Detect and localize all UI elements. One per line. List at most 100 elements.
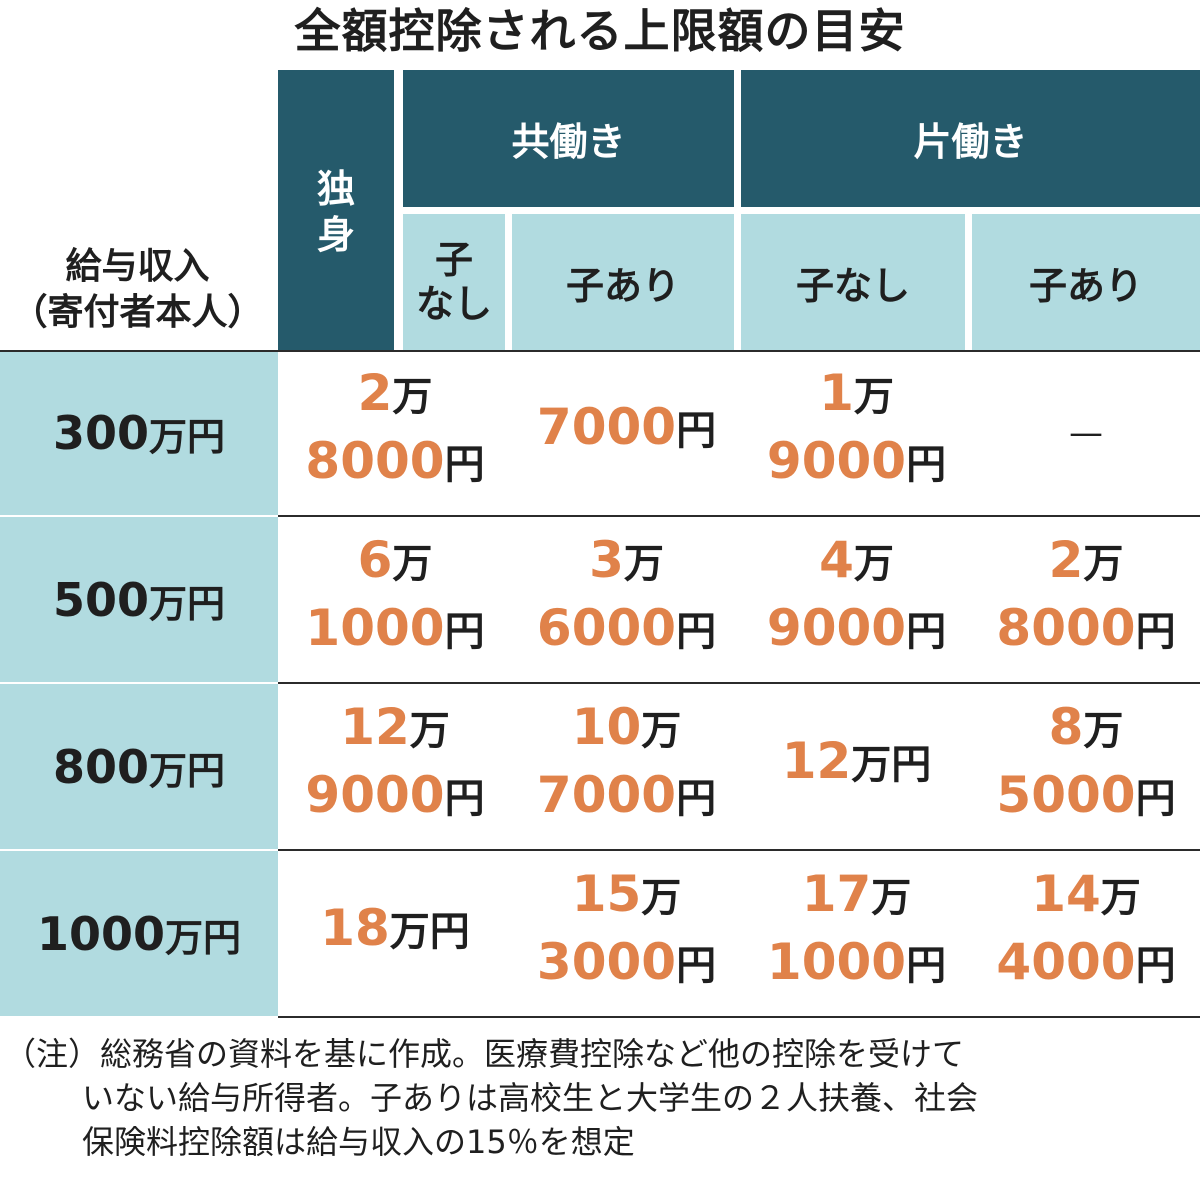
table-cell-value: 12万 9000円 bbox=[278, 684, 512, 850]
value-unit: 円 bbox=[906, 943, 947, 989]
value-line2: 7000円 bbox=[537, 767, 716, 835]
value-line2: 1000円 bbox=[305, 600, 484, 668]
row-separator-label bbox=[0, 682, 278, 685]
value-number: 2 bbox=[1048, 531, 1084, 589]
table-cell-value: — bbox=[972, 350, 1200, 516]
value-line1: 8万 bbox=[1049, 699, 1124, 767]
row-label-income: 800 万円 bbox=[0, 684, 278, 850]
value-number: 9000 bbox=[305, 766, 445, 824]
value-line2: 4000円 bbox=[996, 934, 1175, 1002]
header-dual-income: 共働き bbox=[403, 70, 734, 207]
value-line1: 12万 bbox=[340, 699, 450, 767]
value-unit: 万円 bbox=[389, 909, 470, 955]
value-number: 18 bbox=[320, 899, 390, 957]
table-cell-value: 7000円 bbox=[512, 350, 741, 516]
subheader-dual-no-child-line1: 子 bbox=[434, 238, 473, 282]
value-unit: 万 bbox=[853, 541, 894, 587]
income-header-line2: （寄付者本人） bbox=[11, 292, 264, 333]
table-cell-value: 8万 5000円 bbox=[972, 684, 1200, 850]
value-unit: 万円 bbox=[851, 742, 932, 788]
value-number: 10 bbox=[571, 698, 642, 756]
value-number: 12 bbox=[781, 732, 852, 790]
value-number: 8000 bbox=[305, 432, 445, 490]
value-line1: 2万 bbox=[358, 365, 433, 433]
footnote-line3: 保険料控除額は給与収入の15％を想定 bbox=[82, 1123, 635, 1161]
subheader-dual-with-child: 子あり bbox=[512, 214, 734, 350]
row-label-number: 1000 bbox=[36, 907, 165, 961]
value-unit: 円 bbox=[444, 609, 485, 655]
value-line2: 8000円 bbox=[996, 600, 1175, 668]
income-header: 給与収入 （寄付者本人） bbox=[0, 230, 275, 350]
row-label-unit: 万円 bbox=[149, 581, 226, 626]
value-unit: 円 bbox=[676, 609, 717, 655]
value-unit: 万 bbox=[871, 875, 912, 921]
value-unit: 万 bbox=[853, 374, 894, 420]
value-unit: 万 bbox=[641, 708, 682, 754]
value-number: 1 bbox=[819, 364, 854, 422]
subheader-single-no-child: 子なし bbox=[741, 214, 965, 350]
table-cell-value: 6万 1000円 bbox=[278, 517, 512, 683]
value-unit: 万 bbox=[409, 708, 450, 754]
value-unit: 万 bbox=[1100, 875, 1141, 921]
value-number: 4 bbox=[819, 531, 854, 589]
row-label-unit: 万円 bbox=[149, 414, 226, 459]
table-cell-value: 15万 3000円 bbox=[512, 851, 741, 1017]
value-line2: 3000円 bbox=[537, 934, 716, 1002]
value-line2: 1000円 bbox=[767, 934, 946, 1002]
value-unit: 円 bbox=[906, 609, 947, 655]
value-line2: 9000円 bbox=[767, 433, 946, 501]
value-number: 3 bbox=[589, 531, 624, 589]
table-cell-value: 18万円 bbox=[278, 851, 512, 1017]
value-number: 2 bbox=[357, 364, 393, 422]
value-unit: 万 bbox=[392, 374, 433, 420]
value-number: 6 bbox=[357, 531, 393, 589]
table-cell-value: 3万 6000円 bbox=[512, 517, 741, 683]
income-header-line1: 給与収入 bbox=[65, 246, 210, 287]
value-unit: 万 bbox=[392, 541, 433, 587]
header-single-char: 身 bbox=[316, 213, 355, 257]
value-unit: 円 bbox=[444, 776, 485, 822]
value-unit: 万 bbox=[623, 541, 664, 587]
row-separator-label bbox=[0, 849, 278, 852]
value-line2: 8000円 bbox=[305, 433, 484, 501]
value-unit: 円 bbox=[906, 442, 947, 488]
value-number: 1000 bbox=[766, 933, 907, 991]
value-line1: 7000円 bbox=[537, 399, 716, 467]
table-cell-value: 14万 4000円 bbox=[972, 851, 1200, 1017]
value-line1: 18万円 bbox=[320, 900, 470, 968]
chart-title: 全額控除される上限額の目安 bbox=[294, 4, 906, 58]
value-line1: 10万 bbox=[572, 699, 682, 767]
row-separator bbox=[278, 515, 1200, 517]
value-dash: — bbox=[1069, 413, 1103, 453]
table-cell-value: 10万 7000円 bbox=[512, 684, 741, 850]
value-line2: 9000円 bbox=[767, 600, 946, 668]
value-number: 7000 bbox=[536, 398, 677, 456]
subheader-dual-no-child-line2: なし bbox=[415, 282, 492, 326]
value-number: 9000 bbox=[766, 432, 907, 490]
value-line1: 2万 bbox=[1049, 532, 1124, 600]
value-unit: 円 bbox=[676, 408, 717, 454]
value-number: 6000 bbox=[536, 599, 677, 657]
value-unit: 円 bbox=[1135, 943, 1176, 989]
value-line2: 6000円 bbox=[537, 600, 716, 668]
table-cell-value: 17万 1000円 bbox=[741, 851, 972, 1017]
footnote-line1: （注）総務省の資料を基に作成。医療費控除など他の控除を受けて bbox=[4, 1035, 965, 1073]
row-label-number: 500 bbox=[52, 573, 149, 627]
value-line1: 6万 bbox=[358, 532, 433, 600]
value-line1: 4万 bbox=[819, 532, 894, 600]
value-line1: 17万 bbox=[802, 866, 912, 934]
value-line1: 12万円 bbox=[782, 733, 932, 801]
value-number: 5000 bbox=[996, 766, 1136, 824]
header-single-char: 独 bbox=[316, 167, 355, 211]
value-unit: 円 bbox=[676, 943, 717, 989]
value-unit: 円 bbox=[676, 776, 717, 822]
footnote-line2: いない給与所得者。子ありは高校生と大学生の２人扶養、社会 bbox=[82, 1079, 979, 1117]
subheader-single-with-child: 子あり bbox=[972, 214, 1200, 350]
value-number: 1000 bbox=[305, 599, 445, 657]
row-label-income: 1000 万円 bbox=[0, 851, 278, 1017]
value-unit: 万 bbox=[1083, 708, 1124, 754]
value-line1: 15万 bbox=[572, 866, 682, 934]
value-unit: 円 bbox=[1135, 609, 1176, 655]
value-number: 9000 bbox=[766, 599, 907, 657]
value-line2: 9000円 bbox=[305, 767, 484, 835]
